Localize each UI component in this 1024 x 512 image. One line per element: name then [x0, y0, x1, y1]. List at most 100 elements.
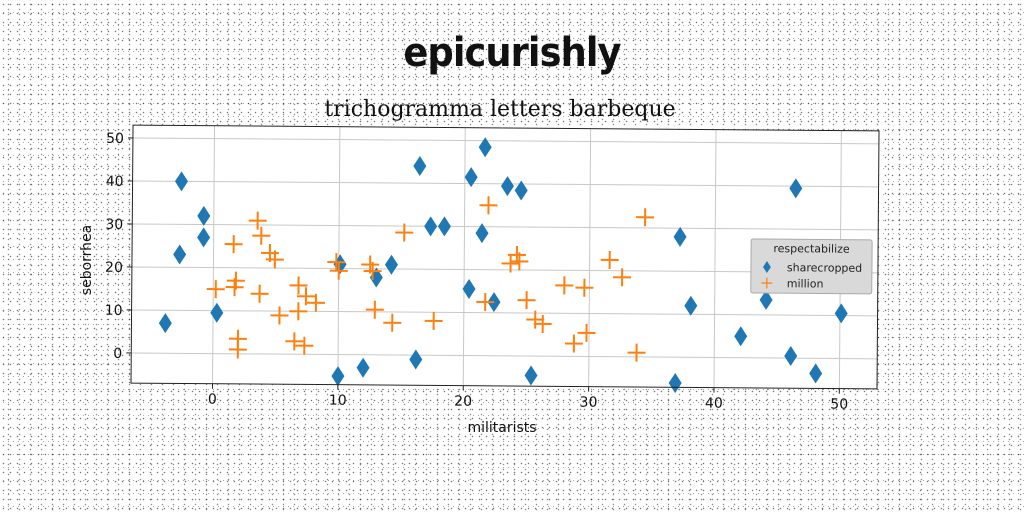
sharecropped-point	[684, 295, 698, 316]
million-point	[306, 293, 325, 312]
series-million	[206, 196, 655, 362]
million-point	[270, 306, 289, 325]
million-point	[627, 343, 646, 362]
sharecropped-point	[478, 137, 492, 158]
million-point	[329, 261, 348, 280]
sharecropped-point	[734, 326, 748, 347]
x-tick-label: 40	[705, 396, 723, 412]
million-point	[526, 310, 545, 329]
x-grid-line	[462, 127, 466, 386]
legend-item: million	[761, 277, 824, 291]
y-grid-line	[132, 137, 879, 145]
million-point	[295, 336, 314, 355]
x-axis-ticks: 0 10 20 30 40 50	[208, 383, 848, 413]
sharecropped-point	[356, 357, 370, 378]
x-grid-line	[588, 128, 592, 387]
sharecropped-point	[158, 313, 172, 334]
sharecropped-point	[210, 302, 224, 323]
sharecropped-point	[673, 226, 687, 247]
million-point	[327, 253, 346, 272]
sharecropped-point	[784, 345, 798, 366]
y-tick-label: 40	[106, 174, 124, 190]
sharecropped-point	[174, 171, 188, 192]
million-point	[575, 278, 594, 297]
million-point	[479, 196, 498, 215]
sharecropped-point	[464, 167, 478, 188]
sharecropped-point	[437, 216, 451, 237]
x-grid-line	[713, 129, 717, 388]
legend-item: sharecropped	[763, 261, 862, 275]
million-point	[517, 291, 536, 310]
legend-box	[750, 238, 873, 295]
sharecropped-point	[197, 205, 211, 226]
y-grid-line	[131, 309, 878, 317]
million-point	[289, 302, 308, 321]
x-tick-label: 50	[830, 397, 848, 413]
sharecropped-point	[475, 223, 489, 244]
x-tick-label: 0	[208, 392, 217, 408]
x-axis-label: militarists	[467, 420, 536, 436]
sharecropped-point	[369, 267, 383, 288]
million-point	[296, 287, 315, 306]
sharecropped-point	[462, 278, 476, 299]
sharecropped-point	[197, 227, 211, 248]
million-point	[564, 334, 583, 353]
sharecropped-point	[413, 156, 427, 177]
million-point	[206, 280, 225, 299]
legend-title: respectabilize	[773, 242, 850, 256]
y-grid-line	[132, 223, 879, 231]
x-tick-label: 20	[454, 394, 472, 410]
legend-marker-million	[761, 277, 773, 289]
sharecropped-point	[834, 303, 848, 324]
million-point	[252, 226, 271, 245]
y-tick-label: 20	[105, 260, 123, 276]
y-tick-label: 50	[106, 131, 124, 147]
million-point	[424, 311, 443, 330]
million-point	[510, 252, 529, 271]
million-point	[365, 300, 384, 319]
sharecropped-point	[514, 180, 528, 201]
legend: respectabilize sharecropped million	[750, 238, 873, 295]
x-tick-label: 10	[329, 393, 347, 409]
figure-suptitle: epicurishly	[403, 30, 621, 76]
y-grid-line	[131, 352, 878, 360]
plot-area	[131, 125, 880, 389]
sharecropped-point	[424, 216, 438, 237]
sharecropped-point	[331, 366, 345, 387]
million-point	[533, 314, 552, 333]
legend-marker-sharecropped	[763, 261, 771, 274]
million-point	[600, 250, 619, 269]
y-axis-label: seborrhea	[79, 225, 95, 295]
data-points	[158, 137, 848, 394]
million-point	[250, 284, 269, 303]
x-tick-label: 30	[580, 395, 598, 411]
million-point	[577, 323, 596, 342]
million-point	[289, 276, 308, 295]
sharecropped-point	[384, 254, 398, 275]
million-point	[476, 292, 495, 312]
chart-title: trichogramma letters barbeque	[324, 97, 675, 122]
y-tick-label: 30	[105, 217, 123, 233]
x-grid-line	[337, 126, 341, 385]
sharecropped-point	[668, 373, 682, 394]
million-point	[285, 332, 304, 351]
sharecropped-point	[524, 365, 538, 386]
million-point	[383, 313, 402, 332]
million-point	[228, 340, 247, 359]
million-point	[555, 276, 574, 295]
x-grid-line	[211, 125, 216, 384]
sharecropped-point	[789, 178, 803, 199]
sharecropped-point	[809, 363, 823, 384]
million-point	[248, 211, 267, 230]
million-point	[224, 235, 243, 254]
sharecropped-point	[759, 289, 773, 310]
million-point	[265, 250, 284, 269]
plot-frame	[130, 124, 880, 390]
million-point	[395, 223, 414, 242]
y-axis-ticks: 0 10 20 30 40 50	[105, 131, 133, 362]
y-tick-label: 0	[113, 346, 122, 362]
million-point	[363, 262, 382, 281]
million-point	[225, 278, 244, 297]
sharecropped-point	[500, 176, 514, 197]
